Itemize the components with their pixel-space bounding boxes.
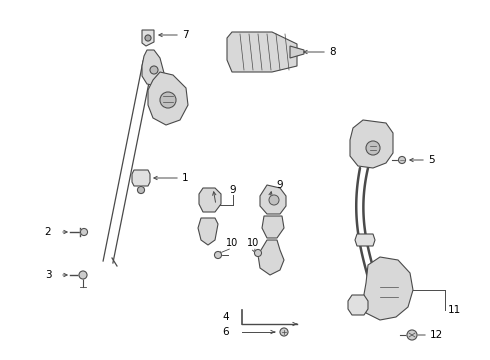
Polygon shape	[148, 72, 188, 125]
Text: 7: 7	[182, 30, 189, 40]
Polygon shape	[355, 234, 375, 246]
Polygon shape	[132, 170, 150, 186]
Text: 6: 6	[222, 327, 229, 337]
Circle shape	[145, 35, 151, 41]
Polygon shape	[363, 257, 413, 320]
Circle shape	[407, 330, 417, 340]
Circle shape	[269, 195, 279, 205]
Circle shape	[138, 186, 145, 194]
Text: 5: 5	[428, 155, 435, 165]
Text: 11: 11	[448, 305, 461, 315]
Polygon shape	[199, 188, 221, 212]
Text: 9: 9	[230, 185, 236, 195]
Polygon shape	[260, 185, 286, 214]
Circle shape	[398, 157, 406, 163]
Polygon shape	[350, 120, 393, 168]
Circle shape	[79, 271, 87, 279]
Circle shape	[80, 229, 88, 235]
Text: 1: 1	[182, 173, 189, 183]
Text: 10: 10	[226, 238, 238, 248]
Circle shape	[366, 141, 380, 155]
Polygon shape	[227, 32, 297, 72]
Circle shape	[254, 249, 262, 257]
Polygon shape	[348, 295, 368, 315]
Polygon shape	[142, 30, 154, 46]
Polygon shape	[258, 240, 284, 275]
Polygon shape	[290, 46, 304, 58]
Text: 9: 9	[277, 180, 283, 190]
Text: 12: 12	[430, 330, 443, 340]
Polygon shape	[198, 218, 218, 245]
Text: 8: 8	[329, 47, 336, 57]
Text: 4: 4	[222, 312, 229, 322]
Text: 3: 3	[45, 270, 51, 280]
Circle shape	[150, 66, 158, 74]
Circle shape	[215, 252, 221, 258]
Text: 2: 2	[45, 227, 51, 237]
Polygon shape	[142, 50, 164, 86]
Circle shape	[280, 328, 288, 336]
Circle shape	[160, 92, 176, 108]
Text: 10: 10	[247, 238, 259, 248]
Polygon shape	[262, 216, 284, 238]
